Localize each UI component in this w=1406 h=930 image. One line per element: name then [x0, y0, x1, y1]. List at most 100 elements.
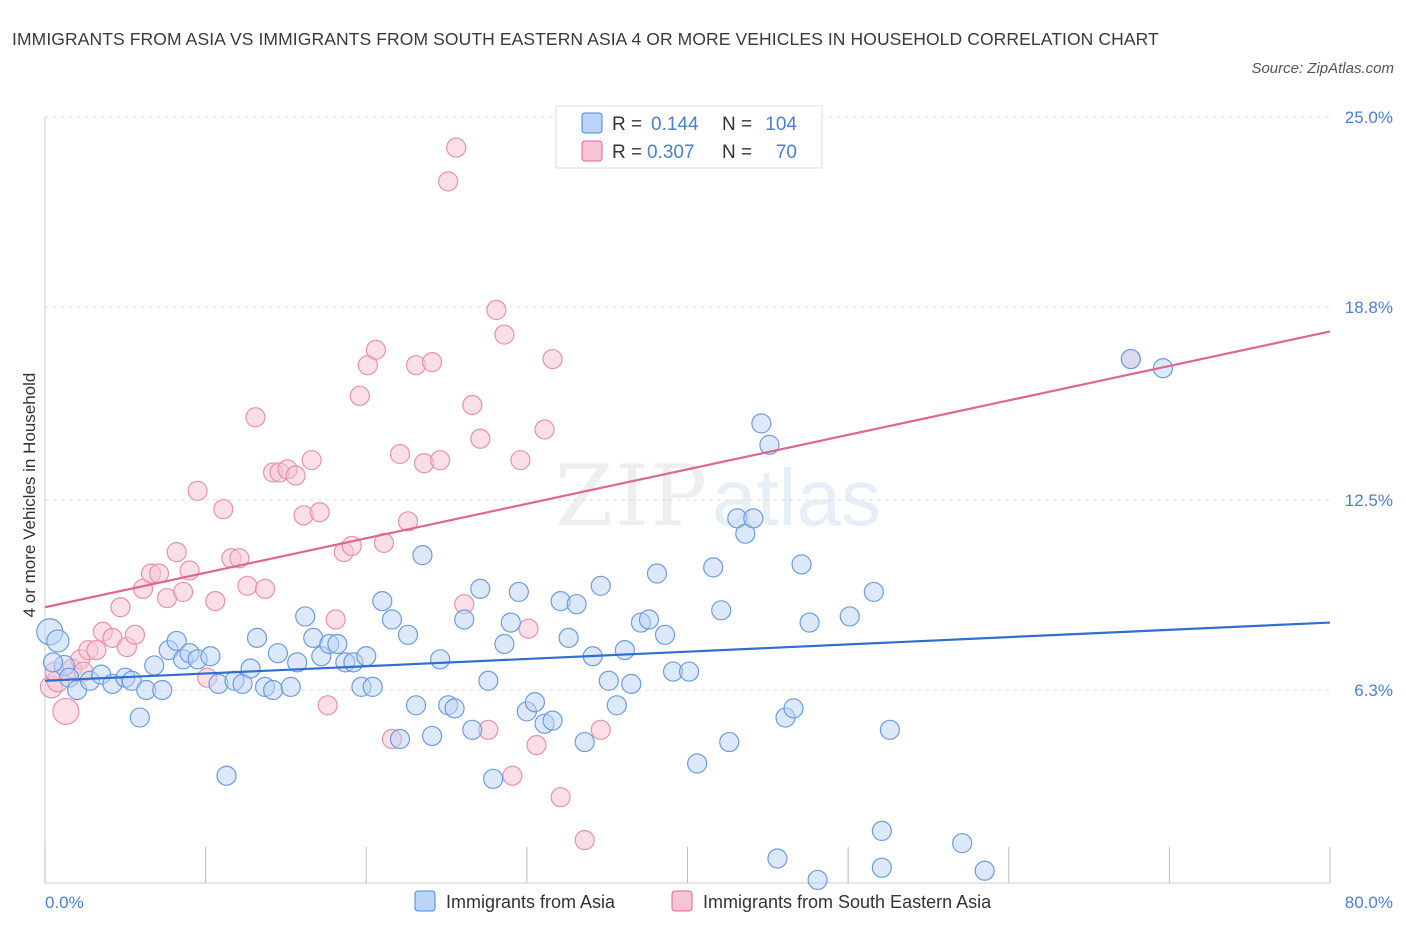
point-pink [325, 609, 346, 630]
point-blue [389, 728, 411, 750]
point-blue [974, 860, 995, 881]
point-blue [606, 695, 627, 716]
point-blue [759, 434, 780, 455]
y-tick-label: 12.5% [1345, 491, 1393, 510]
point-blue [871, 820, 892, 842]
point-blue [558, 627, 579, 648]
y-axis-label: 4 or more Vehicles in Household [20, 373, 39, 618]
point-blue [751, 413, 772, 434]
point-pink [102, 627, 123, 648]
point-pink [462, 394, 483, 416]
point-pink [365, 339, 386, 360]
point-pink [574, 830, 595, 851]
point-blue [621, 673, 642, 694]
point-pink [486, 299, 507, 321]
point-blue [542, 710, 563, 731]
point-pink [397, 511, 419, 532]
point-blue [494, 633, 515, 655]
trend-lines [44, 330, 1331, 682]
point-pink [309, 502, 330, 523]
chart-title: IMMIGRANTS FROM ASIA VS IMMIGRANTS FROM … [12, 29, 1159, 49]
point-pink [317, 695, 338, 716]
point-blue [166, 630, 187, 652]
point-blue [483, 768, 504, 789]
point-blue [240, 658, 261, 679]
point-pink [502, 765, 523, 786]
point-blue [598, 670, 619, 691]
legend-r-label-2: R = [612, 142, 642, 163]
point-blue [372, 591, 393, 612]
point-blue [783, 698, 804, 719]
point-pink [590, 719, 611, 740]
point-blue [566, 594, 587, 615]
point-blue [412, 545, 433, 566]
point-blue [246, 627, 268, 648]
point-blue [216, 765, 237, 786]
point-pink [550, 787, 571, 808]
point-pink [526, 735, 547, 756]
point-blue [743, 508, 764, 529]
point-pink [422, 352, 443, 373]
point-pink [542, 348, 563, 370]
point-pink [349, 385, 370, 406]
point-blue [839, 606, 860, 627]
bottom-legend-swatch-pink [671, 890, 693, 912]
point-blue [574, 731, 595, 753]
y-tick-label: 25.0% [1345, 108, 1393, 127]
point-blue [397, 624, 419, 645]
axes [44, 117, 1331, 884]
point-blue [614, 640, 635, 661]
point-blue [791, 554, 812, 575]
legend-n-value-1: 104 [765, 114, 797, 135]
legend-swatch-pink [581, 140, 603, 162]
point-pink [173, 581, 194, 603]
gridlines [45, 116, 1330, 691]
point-pink [470, 428, 491, 449]
point-pink [301, 450, 322, 471]
x-tick-label-min: 0.0% [45, 893, 84, 912]
bottom-legend-swatch-blue [414, 890, 436, 912]
point-blue [871, 857, 892, 878]
point-blue [478, 670, 499, 691]
point-pink [534, 419, 555, 440]
point-blue [430, 649, 451, 670]
point-blue [46, 629, 70, 653]
point-blue [422, 725, 443, 747]
tick-labels: 6.3% 12.5% 18.8% 25.0% 0.0% 80.0% [45, 108, 1393, 912]
y-tick-label: 18.8% [1345, 298, 1393, 317]
point-pink [187, 480, 208, 501]
point-pink [245, 407, 266, 428]
point-blue [500, 612, 521, 633]
point-blue [679, 661, 700, 682]
top-legend: R = 0.144 N = 104 R = 0.307 N = 70 [555, 105, 823, 169]
watermark: ZIP atlas [555, 447, 881, 545]
point-blue [462, 719, 483, 740]
point-pink [166, 541, 187, 563]
point-pink [254, 578, 276, 599]
legend-swatch-blue [581, 112, 603, 134]
point-pink [86, 640, 107, 661]
point-blue [508, 581, 529, 603]
point-blue [362, 676, 383, 698]
point-pink [285, 465, 306, 486]
point-blue [952, 833, 973, 854]
x-tick-label-max: 80.0% [1345, 893, 1393, 912]
chart-source: Source: ZipAtlas.com [1251, 60, 1394, 77]
point-pink [430, 450, 451, 471]
point-blue [687, 753, 708, 774]
trend-line-blue [44, 621, 1331, 682]
legend-n-value-2: 70 [776, 142, 797, 163]
series-blue-points [36, 348, 1174, 891]
point-pink [110, 597, 131, 618]
point-blue [327, 633, 348, 655]
point-pink [237, 575, 258, 596]
legend-r-value-2: 0.307 [647, 142, 695, 163]
point-blue [767, 848, 788, 869]
point-pink [389, 443, 411, 465]
point-blue [356, 646, 377, 667]
point-pink [494, 324, 515, 345]
point-blue [42, 652, 64, 673]
series-pink-points [39, 137, 1141, 851]
point-blue [454, 609, 475, 630]
point-blue [267, 643, 289, 664]
